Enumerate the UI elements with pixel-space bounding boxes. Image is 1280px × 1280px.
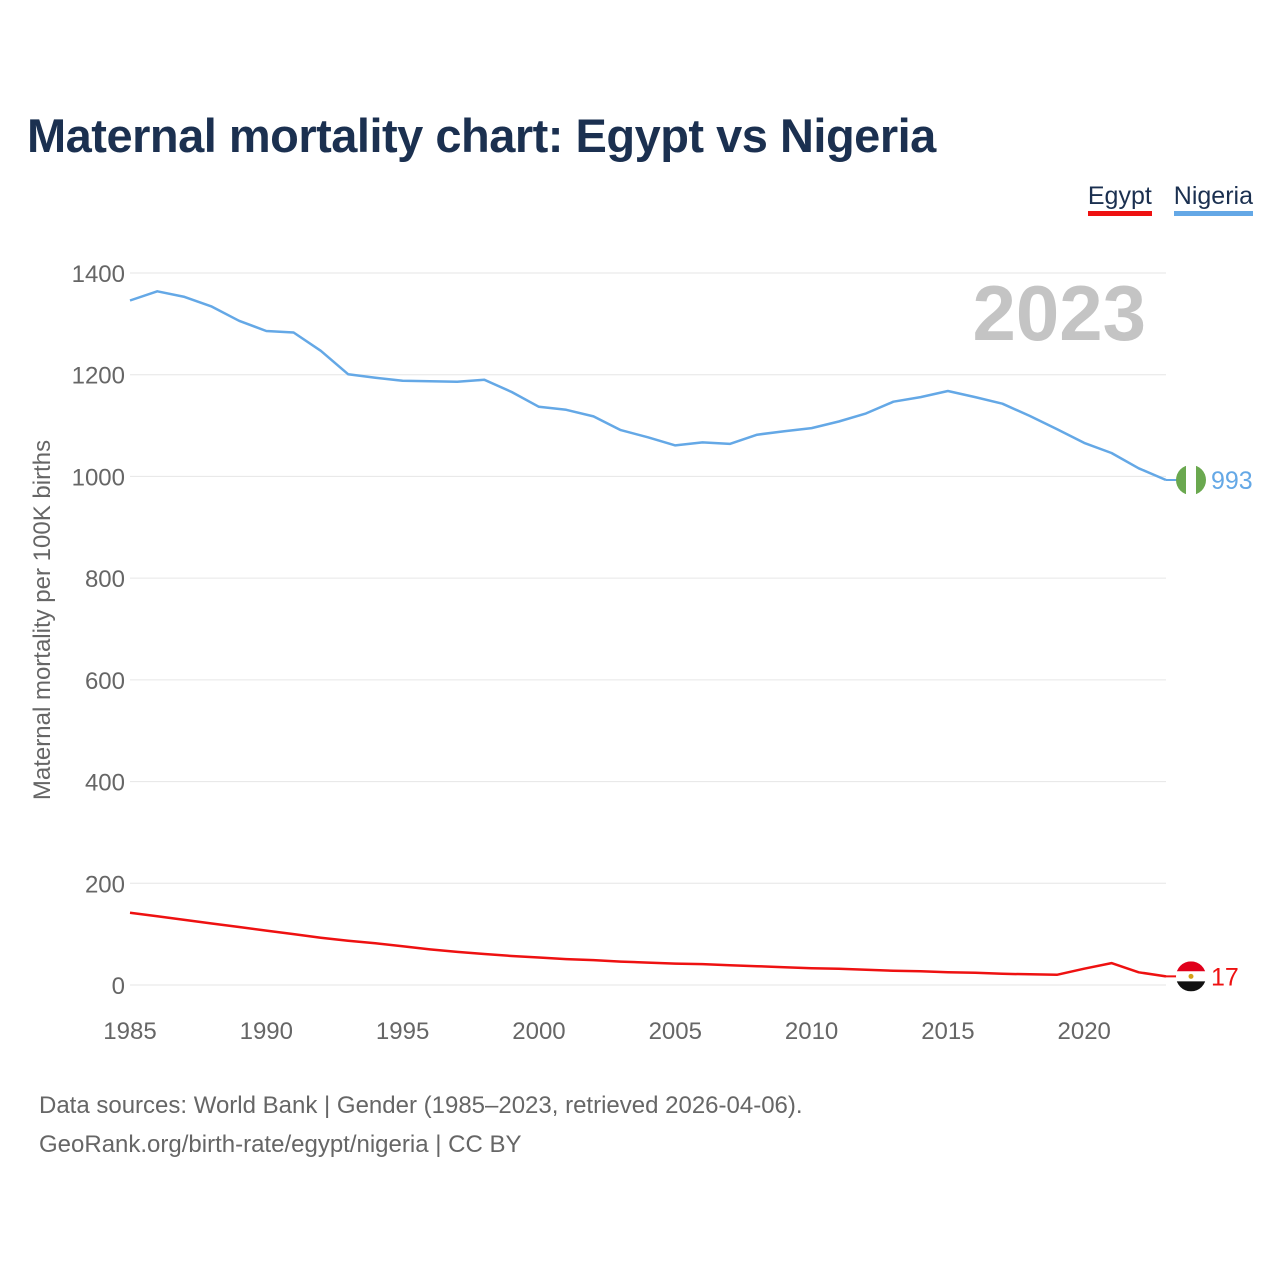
series-line-nigeria (129, 290, 1167, 482)
footer: Data sources: World Bank | Gender (1985–… (39, 1086, 803, 1164)
end-value-egypt: 17 (1211, 963, 1239, 991)
data-source-text: Data sources: World Bank | Gender (1985–… (39, 1092, 803, 1119)
series-lines (129, 290, 1167, 978)
x-tick-2010: 2010 (785, 1018, 838, 1045)
x-tick-labels: 1985 1990 1995 2000 2005 2010 2015 2020 (103, 1018, 1111, 1045)
year-watermark: 2023 (972, 269, 1146, 357)
y-tick-1200: 1200 (72, 363, 125, 390)
flag-stripe (1196, 464, 1206, 495)
flag-stripe (1176, 981, 1206, 992)
x-tick-2005: 2005 (649, 1018, 702, 1045)
legend-item-egypt[interactable]: Egypt (1087, 183, 1152, 216)
grid-lines (130, 272, 1166, 986)
end-value-nigeria: 993 (1211, 467, 1253, 495)
x-tick-2000: 2000 (512, 1018, 565, 1045)
nigeria-flag-icon (1176, 464, 1206, 495)
x-tick-1985: 1985 (103, 1018, 156, 1045)
x-tick-1990: 1990 (240, 1018, 293, 1045)
x-tick-2015: 2015 (921, 1018, 974, 1045)
y-tick-400: 400 (85, 770, 125, 797)
y-tick-1000: 1000 (72, 464, 125, 491)
legend-item-nigeria[interactable]: Nigeria (1173, 183, 1253, 216)
x-tick-2020: 2020 (1058, 1018, 1111, 1045)
y-tick-labels: 0 200 400 600 800 1000 1200 1400 (72, 261, 125, 1000)
flag-stripe (1186, 464, 1196, 495)
egypt-flag-icon (1176, 961, 1206, 992)
series-line-egypt (129, 911, 1167, 978)
y-axis-label: Maternal mortality per 100K births (29, 440, 56, 800)
legend: Egypt Nigeria (1087, 183, 1253, 216)
flag-stripe (1176, 961, 1206, 972)
flag-stripe (1176, 464, 1186, 495)
y-tick-200: 200 (85, 871, 125, 898)
chart-title: Maternal mortality chart: Egypt vs Niger… (27, 109, 936, 162)
y-tick-800: 800 (85, 566, 125, 593)
series-end-markers: 17 993 (1166, 464, 1253, 992)
y-tick-600: 600 (85, 668, 125, 695)
x-tick-1995: 1995 (376, 1018, 429, 1045)
y-tick-0: 0 (112, 973, 125, 1000)
attribution-text: GeoRank.org/birth-rate/egypt/nigeria | C… (39, 1131, 522, 1158)
y-tick-1400: 1400 (72, 261, 125, 288)
flag-emblem (1188, 973, 1194, 979)
